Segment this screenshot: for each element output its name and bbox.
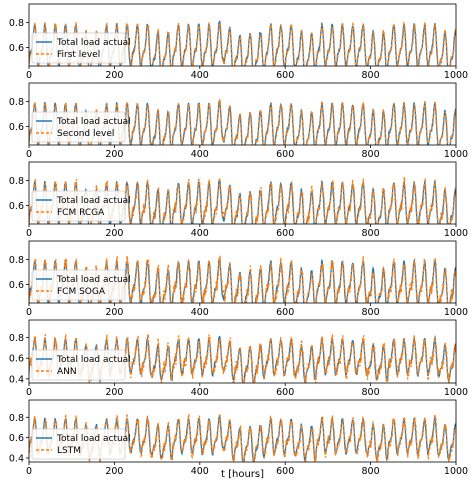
x-tick-label: 800 xyxy=(362,307,380,318)
x-tick-label: 600 xyxy=(276,387,294,398)
legend-label-1: Total load actual xyxy=(56,434,131,444)
legend-box xyxy=(31,111,126,143)
y-tick-label: 0.4 xyxy=(9,453,24,464)
chart-panel-6: 0 200 400 600 800 1000 0.4 0.6 0.8 Total load act… xyxy=(9,399,468,477)
y-tick-label: 0.4 xyxy=(9,374,24,385)
legend: Total load actual FCM SOGA xyxy=(31,269,131,301)
x-tick-label: 200 xyxy=(105,466,123,477)
x-tick-label: 200 xyxy=(105,228,123,239)
legend: Total load actual FCM RCGA xyxy=(31,190,131,222)
x-tick-label: 1000 xyxy=(444,307,468,318)
legend-label-1: Total load actual xyxy=(56,275,131,285)
y-tick-label: 0.8 xyxy=(9,18,24,29)
y-tick-label: 0.6 xyxy=(9,122,24,133)
x-tick-label: 400 xyxy=(191,149,209,160)
legend-label-1: Total load actual xyxy=(56,38,131,48)
legend-label-2: ANN xyxy=(57,367,77,377)
chart-panel-4: 0 200 400 600 800 1000 0.6 0.8 Total load actual… xyxy=(9,240,468,318)
x-tick-label: 600 xyxy=(276,466,294,477)
x-tick-label: 800 xyxy=(362,70,380,81)
legend-box xyxy=(31,190,126,222)
legend-box xyxy=(31,428,126,460)
x-tick-label: 600 xyxy=(276,228,294,239)
series-line-2 xyxy=(29,20,456,66)
x-tick-label: 400 xyxy=(191,228,209,239)
chart-panel-5: 0 200 400 600 800 1000 0.4 0.6 0.8 Total load act… xyxy=(9,319,468,398)
legend-label-2: FCM RCGA xyxy=(57,208,105,218)
x-axis-label: t [hours] xyxy=(221,469,264,480)
x-tick-label: 1000 xyxy=(444,70,468,81)
y-tick-label: 0.6 xyxy=(9,280,24,291)
y-tick-label: 0.8 xyxy=(9,97,24,108)
x-tick-label: 200 xyxy=(105,149,123,160)
axes-frame xyxy=(28,161,457,225)
y-tick-label: 0.6 xyxy=(9,433,24,444)
x-tick-label: 400 xyxy=(191,70,209,81)
x-tick-label: 800 xyxy=(362,228,380,239)
x-tick-label: 0 xyxy=(26,387,32,398)
legend-label-1: Total load actual xyxy=(56,117,131,127)
x-tick-label: 0 xyxy=(26,149,32,160)
x-tick-label: 400 xyxy=(191,387,209,398)
y-tick-label: 0.8 xyxy=(9,176,24,187)
y-tick-label: 0.8 xyxy=(9,413,24,424)
legend-label-2: First level xyxy=(57,50,100,60)
legend-box xyxy=(31,269,126,301)
x-tick-label: 800 xyxy=(362,387,380,398)
axes-frame xyxy=(28,399,457,463)
x-tick-label: 600 xyxy=(276,149,294,160)
x-tick-label: 800 xyxy=(362,466,380,477)
chart-panel-3: 0 200 400 600 800 1000 0.6 0.8 Total load actual… xyxy=(9,161,468,239)
legend-label-2: LSTM xyxy=(57,446,81,456)
x-tick-label: 0 xyxy=(26,70,32,81)
x-tick-label: 400 xyxy=(191,466,209,477)
axes-frame xyxy=(28,82,457,146)
legend: Total load actual First level xyxy=(31,32,131,64)
x-tick-label: 200 xyxy=(105,70,123,81)
chart-panel-1: 0 200 400 600 800 1000 0.6 0.8 Total load actual… xyxy=(9,3,468,81)
series-line-2 xyxy=(29,176,456,224)
x-tick-label: 200 xyxy=(105,307,123,318)
x-tick-label: 600 xyxy=(276,307,294,318)
series-line-1 xyxy=(29,178,456,224)
x-tick-label: 1000 xyxy=(444,387,468,398)
y-tick-label: 0.6 xyxy=(9,201,24,212)
x-tick-label: 800 xyxy=(362,149,380,160)
axes-frame xyxy=(28,240,457,304)
legend-label-2: FCM SOGA xyxy=(57,287,106,297)
legend-box xyxy=(31,32,126,64)
x-tick-label: 1000 xyxy=(444,466,468,477)
legend-label-1: Total load actual xyxy=(56,355,131,365)
x-tick-label: 1000 xyxy=(444,149,468,160)
series-line-2 xyxy=(29,413,456,462)
x-tick-label: 400 xyxy=(191,307,209,318)
legend: Total load actual ANN xyxy=(31,349,131,381)
y-tick-label: 0.8 xyxy=(9,333,24,344)
x-tick-label: 200 xyxy=(105,387,123,398)
y-tick-label: 0.6 xyxy=(9,354,24,365)
x-tick-label: 1000 xyxy=(444,228,468,239)
series-line-2 xyxy=(29,255,456,303)
y-tick-label: 0.6 xyxy=(9,43,24,54)
x-tick-label: 600 xyxy=(276,70,294,81)
x-tick-label: 0 xyxy=(26,228,32,239)
axes-frame xyxy=(28,319,457,384)
legend: Total load actual LSTM xyxy=(31,428,131,460)
x-tick-label: 0 xyxy=(26,466,32,477)
y-tick-label: 0.8 xyxy=(9,255,24,266)
x-tick-label: 0 xyxy=(26,307,32,318)
chart-panel-2: 0 200 400 600 800 1000 0.6 0.8 Total load actual… xyxy=(9,82,468,160)
legend: Total load actual Second level xyxy=(31,111,131,143)
axes-frame xyxy=(28,3,457,67)
legend-label-1: Total load actual xyxy=(56,196,131,206)
legend-label-2: Second level xyxy=(57,129,114,139)
legend-box xyxy=(31,349,126,381)
